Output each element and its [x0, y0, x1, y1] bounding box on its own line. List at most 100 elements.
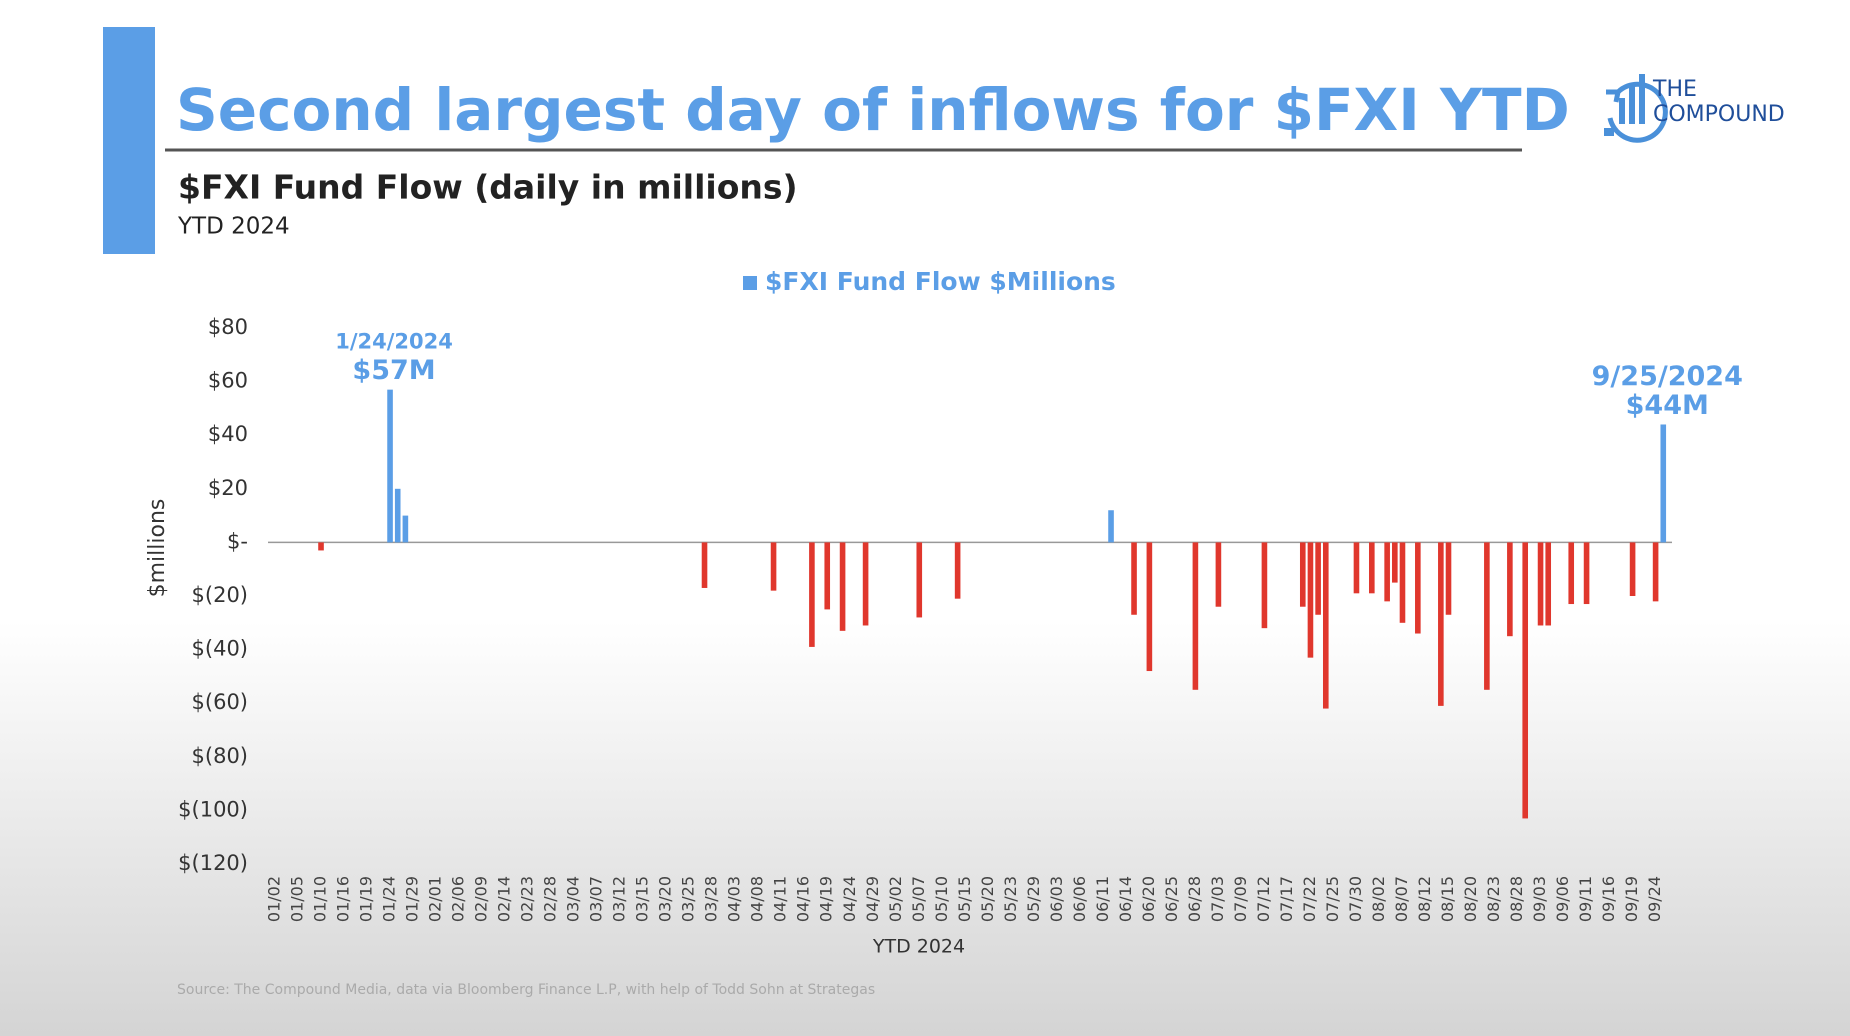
logo-line1: THE	[1652, 77, 1697, 102]
x-tick-label: 03/25	[679, 876, 698, 922]
x-tick-label: 01/02	[265, 876, 284, 922]
slide-title: Second largest day of inflows for $FXI Y…	[176, 76, 1570, 144]
bar	[1192, 542, 1199, 690]
bar	[1108, 510, 1114, 543]
y-tick-label: $(40)	[192, 637, 248, 661]
x-tick-label: 06/25	[1162, 876, 1181, 922]
x-tick-label: 08/15	[1438, 876, 1457, 922]
x-tick-label: 01/29	[403, 876, 422, 922]
bar	[1315, 542, 1321, 615]
y-tick-label: $20	[208, 476, 248, 500]
x-tick-label: 01/16	[334, 876, 353, 922]
y-tick-label: $(80)	[192, 744, 248, 768]
x-tick-label: 03/12	[610, 876, 629, 922]
x-tick-label: 07/22	[1300, 876, 1319, 922]
annotation: 1/24/2024	[335, 330, 453, 354]
x-tick-label: 07/25	[1323, 876, 1342, 922]
bar	[1445, 542, 1452, 615]
bar	[394, 488, 401, 543]
bar	[1652, 542, 1659, 602]
bar	[1537, 542, 1544, 626]
y-tick-label: $(20)	[192, 583, 248, 607]
bar	[402, 515, 409, 543]
bar	[1438, 542, 1444, 706]
x-tick-label: 03/28	[702, 876, 721, 922]
bar	[1545, 542, 1552, 626]
x-tick-label: 04/08	[748, 876, 767, 922]
x-tick-label: 07/12	[1254, 876, 1273, 922]
x-tick-label: 04/16	[794, 876, 813, 922]
x-tick-label: 01/10	[311, 876, 330, 922]
legend: $FXI Fund Flow $Millions	[743, 267, 1116, 296]
bar	[1507, 542, 1513, 637]
bar	[1353, 542, 1360, 594]
logo-icon	[1604, 74, 1668, 143]
x-tick-label: 07/03	[1208, 876, 1227, 922]
annotation: 9/25/2024	[1592, 361, 1743, 392]
x-tick-label: 03/04	[564, 876, 583, 922]
legend-label: $FXI Fund Flow $Millions	[765, 267, 1116, 296]
x-tick-label: 02/14	[495, 876, 514, 922]
x-tick-label: 04/11	[771, 876, 790, 922]
bar	[824, 542, 831, 610]
bar	[387, 389, 393, 543]
x-tick-label: 05/02	[886, 876, 905, 922]
bar	[1369, 542, 1375, 594]
x-tick-label: 04/24	[840, 876, 859, 922]
x-tick-label: 08/23	[1484, 876, 1503, 922]
bar	[1299, 542, 1306, 607]
bar	[839, 542, 846, 631]
bar	[1415, 542, 1421, 634]
chart-period: YTD 2024	[177, 214, 290, 240]
bar	[954, 542, 961, 599]
x-tick-label: 03/20	[656, 876, 675, 922]
bar	[1392, 542, 1398, 583]
bar	[1660, 424, 1667, 543]
bar	[770, 542, 777, 591]
x-tick-label: 05/15	[955, 876, 974, 922]
x-tick-label: 04/29	[863, 876, 882, 922]
y-tick-label: $(100)	[178, 797, 248, 821]
bar	[1399, 542, 1406, 623]
bar	[1322, 542, 1329, 709]
x-tick-label: 09/24	[1645, 876, 1664, 922]
value-label: $57M	[352, 355, 435, 386]
x-tick-label: 09/16	[1599, 876, 1618, 922]
x-tick-label: 02/23	[518, 876, 537, 922]
x-tick-label: 04/03	[725, 876, 744, 922]
x-tick-label: 05/23	[1001, 876, 1020, 922]
x-tick-label: 04/19	[817, 876, 836, 922]
bar	[809, 542, 815, 647]
x-tick-label: 02/01	[426, 876, 445, 922]
bar	[1568, 542, 1575, 605]
bar	[1583, 542, 1590, 605]
x-tick-label: 09/11	[1576, 876, 1595, 922]
x-tick-label: 01/05	[288, 876, 307, 922]
bar	[1215, 542, 1222, 607]
y-tick-label: $80	[208, 315, 248, 339]
x-tick-label: 08/12	[1415, 876, 1434, 922]
bar	[1484, 542, 1490, 690]
y-tick-label: $40	[208, 422, 248, 446]
y-tick-label: $(60)	[192, 690, 248, 714]
x-tick-label: 03/07	[587, 876, 606, 922]
bar	[1384, 542, 1390, 602]
x-tick-label: 02/09	[472, 876, 491, 922]
plot-area: $(120) $(100) $(80) $(60) $(40) $(20) $- $20 $40…	[178, 315, 1743, 922]
x-tick-label: 03/15	[633, 876, 652, 922]
x-tick-label: 09/19	[1622, 876, 1641, 922]
y-tick-label: $(120)	[178, 851, 248, 875]
x-tick-label: 07/30	[1346, 876, 1365, 922]
x-tick-label: 07/09	[1231, 876, 1250, 922]
x-tick-label: 01/19	[357, 876, 376, 922]
x-tick-label: 05/10	[932, 876, 951, 922]
bar	[1629, 542, 1636, 596]
source-note: Source: The Compound Media, data via Blo…	[177, 982, 875, 998]
x-tick-label: 08/28	[1507, 876, 1526, 922]
x-tick-label: 05/20	[978, 876, 997, 922]
x-tick-label: 02/28	[541, 876, 560, 922]
x-tick-label: 05/07	[909, 876, 928, 922]
